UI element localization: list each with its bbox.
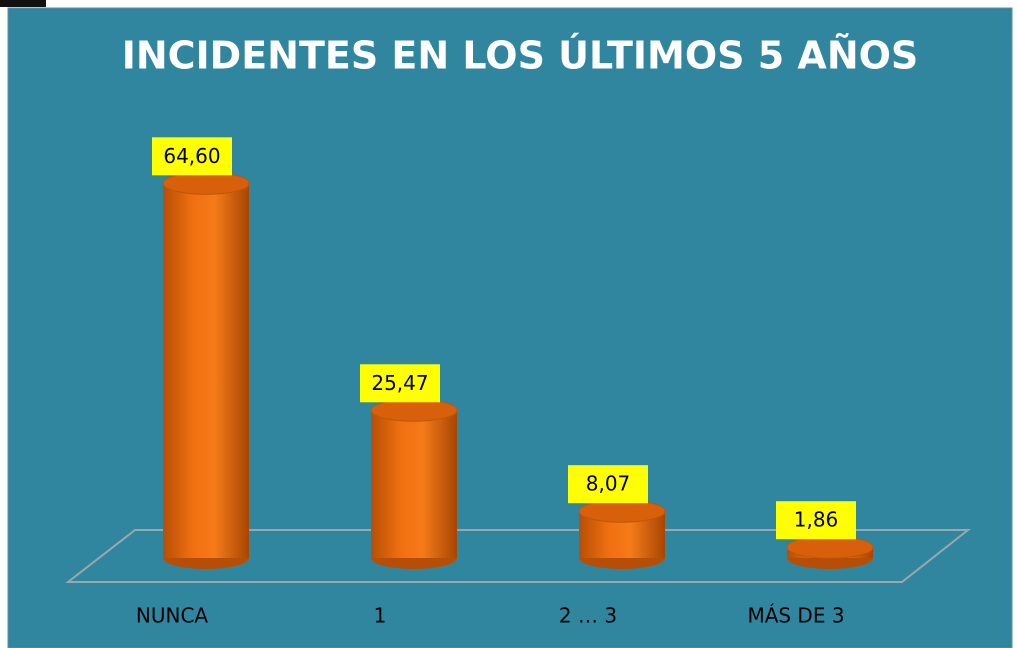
value-label: 64,60 — [163, 144, 220, 168]
value-label-box — [152, 137, 232, 176]
value-label: 1,86 — [794, 508, 839, 532]
value-label: 8,07 — [586, 472, 631, 496]
x-tick-label: 1 — [374, 604, 387, 628]
x-tick-label: MÁS DE 3 — [747, 604, 844, 628]
corner-mark — [0, 0, 46, 7]
value-label-box — [776, 501, 856, 540]
floor — [65, 529, 971, 583]
bar-top — [578, 499, 666, 523]
value-label-box — [360, 364, 440, 403]
bar-top — [786, 535, 874, 559]
x-tick-label: 2 … 3 — [559, 604, 617, 628]
bar — [371, 410, 457, 558]
chart-title: INCIDENTES EN LOS ÚLTIMOS 5 AÑOS — [122, 34, 919, 78]
bar — [163, 183, 249, 558]
x-tick-label: NUNCA — [136, 604, 209, 628]
bar-top — [162, 171, 250, 195]
bar-top — [370, 398, 458, 422]
value-label: 25,47 — [371, 371, 428, 395]
value-label-box — [568, 465, 648, 504]
